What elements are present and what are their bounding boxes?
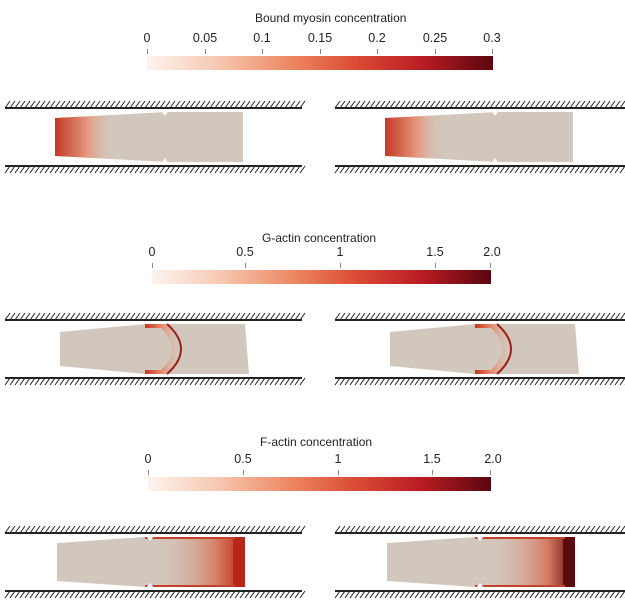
factin-rear-band (233, 537, 245, 587)
cell-notch-top (161, 110, 169, 116)
colorbar-tick: 0 (144, 452, 152, 466)
actin-cup (475, 324, 511, 374)
channel-wall-top (4, 100, 306, 109)
colorbar-tick-mark (432, 470, 433, 475)
colorbar-tick: 0.15 (307, 31, 333, 45)
colorbar-tick: 1 (334, 452, 342, 466)
colorbar-tick-mark (377, 49, 378, 54)
channel-wall-bottom (334, 590, 625, 599)
colorbar-tick: 1.5 (426, 245, 444, 259)
myosin-front-gradient (55, 115, 115, 159)
factin-rear-band (563, 537, 575, 587)
channel-wall-bottom (4, 165, 306, 174)
factin-rear-gradient (485, 537, 575, 587)
cell-body (60, 324, 249, 374)
colorbar-tick-mark (320, 49, 321, 54)
colorbar-title: F-actin concentration (260, 435, 373, 449)
myosin-panel-left (4, 100, 306, 174)
colorbar-gradient (147, 56, 493, 70)
colorbar-title: Bound myosin concentration (255, 11, 407, 25)
colorbar-tick: 0.25 (422, 31, 448, 45)
actin-cup-edge (496, 323, 512, 375)
factin-panel-left (4, 525, 306, 599)
colorbar-gradient (152, 270, 491, 284)
colorbar-tick-mark (490, 263, 491, 268)
cell-notch-bottom (491, 158, 499, 164)
colorbar-tick: 2.0 (483, 245, 501, 259)
gactin-panel-left (4, 312, 306, 386)
colorbar-tick-mark (435, 49, 436, 54)
colorbar-tick: 0.1 (253, 31, 271, 45)
colorbar-tick: 0.3 (483, 31, 501, 45)
cell-notch-top (145, 535, 155, 541)
colorbar-tick-mark (147, 49, 148, 54)
colorbar-tick-mark (262, 49, 263, 54)
channel-wall-top (4, 525, 306, 534)
cell-notch-top (475, 535, 485, 541)
factin-rear-gradient (155, 537, 245, 587)
colorbar-tick-mark (245, 263, 246, 268)
colorbar-tick: 0 (143, 31, 151, 45)
myosin-front-gradient (385, 115, 445, 159)
channel-wall-top (334, 312, 625, 321)
colorbar-tick-mark (492, 49, 493, 54)
cell-notch-bottom (145, 583, 155, 589)
channel-wall-top (334, 525, 625, 534)
colorbar-tick-mark (338, 470, 339, 475)
colorbar-tick: 0.05 (192, 31, 218, 45)
colorbar-tick-mark (340, 263, 341, 268)
channel-wall-bottom (4, 377, 306, 386)
cell-body (390, 324, 579, 374)
cell-notch-bottom (161, 158, 169, 164)
actin-cup (145, 324, 181, 374)
colorbar-tick: 1 (336, 245, 344, 259)
myosin-panel-right (334, 100, 625, 174)
factin-panel-right (334, 525, 625, 599)
actin-cup-edge (166, 323, 182, 375)
channel-wall-bottom (4, 590, 306, 599)
colorbar-tick: 0 (148, 245, 156, 259)
colorbar-tick-mark (435, 263, 436, 268)
channel-wall-top (4, 312, 306, 321)
colorbar-tick-mark (152, 263, 153, 268)
cell-notch-top (491, 110, 499, 116)
colorbar-tick-mark (490, 470, 491, 475)
cell-notch-bottom (475, 583, 485, 589)
colorbar-tick-mark (205, 49, 206, 54)
colorbar-tick: 0.2 (368, 31, 386, 45)
colorbar-tick: 0.5 (234, 452, 252, 466)
colorbar-tick-mark (243, 470, 244, 475)
channel-wall-bottom (334, 165, 625, 174)
colorbar-tick: 1.5 (423, 452, 441, 466)
gactin-panel-right (334, 312, 625, 386)
channel-wall-top (334, 100, 625, 109)
colorbar-tick: 2.0 (484, 452, 502, 466)
colorbar-title: G-actin concentration (262, 231, 377, 245)
colorbar-tick: 0.5 (236, 245, 254, 259)
colorbar-gradient (148, 477, 491, 491)
colorbar-tick-mark (148, 470, 149, 475)
channel-wall-bottom (334, 377, 625, 386)
